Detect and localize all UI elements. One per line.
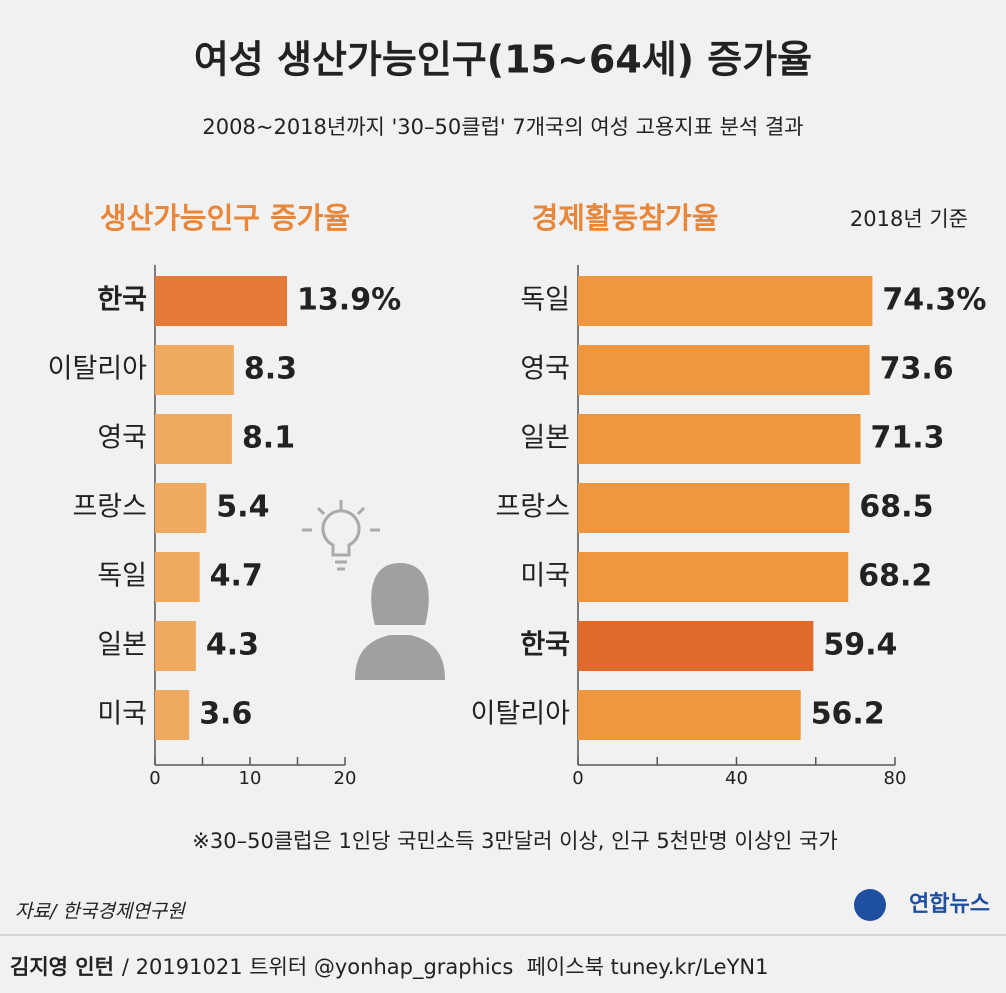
bar [155,483,207,533]
category-label: 미국 [97,699,147,730]
credit-info: / 20191021 트위터 @yonhap_graphics 페이스북 tun… [122,955,769,980]
category-label: 한국 [520,630,570,661]
value-label: 4.7 [210,559,263,594]
logo-mark [854,889,886,921]
bar [578,621,814,671]
x-tick-label: 0 [149,768,160,789]
credit-author: 김지영 인턴 [10,955,114,979]
bar [155,414,232,464]
footnote: ※30–50클럽은 1인당 국민소득 3만달러 이상, 인구 5천만명 이상인 … [192,829,837,853]
bar [155,276,288,326]
bar [155,690,190,740]
source: 자료/ 한국경제연구원 [15,901,186,923]
category-label: 일본 [520,423,570,454]
person-icon [355,563,445,680]
category-label: 이탈리아 [48,354,148,385]
value-label: 59.4 [823,628,897,663]
category-label: 영국 [97,423,147,454]
x-tick-label: 0 [572,768,583,789]
chart-note: 2018년 기준 [850,207,968,231]
title: 여성 생산가능인구(15~64세) 증가율 [194,38,812,82]
bar [578,345,870,395]
x-tick-label: 80 [884,768,907,789]
x-tick-label: 20 [334,768,357,789]
bar [578,276,873,326]
bar [578,483,850,533]
category-label: 한국 [97,285,147,316]
bar [155,345,234,395]
value-label: 74.3% [882,283,986,318]
lightbulb-icon [302,500,380,571]
value-label: 68.5 [859,490,933,525]
category-label: 독일 [520,285,570,316]
value-label: 3.6 [199,697,252,732]
value-label: 71.3 [871,421,945,456]
value-label: 56.2 [811,697,885,732]
category-label: 이탈리아 [471,699,571,730]
subtitle: 2008~2018년까지 '30–50클럽' 7개국의 여성 고용지표 분석 결… [202,115,803,139]
category-label: 미국 [520,561,570,592]
credit: 김지영 인턴 / 20191021 트위터 @yonhap_graphics 페이… [10,955,768,980]
value-label: 68.2 [858,559,932,594]
logo: 연합뉴스 [909,891,990,917]
bar [578,552,849,602]
bar [155,552,200,602]
category-label: 프랑스 [72,492,147,523]
value-label: 13.9% [297,283,401,318]
category-label: 독일 [97,561,147,592]
value-label: 5.4 [216,490,269,525]
x-tick-label: 10 [239,768,262,789]
bar [155,621,196,671]
x-tick-label: 40 [725,768,748,789]
value-label: 8.1 [242,421,295,456]
value-label: 4.3 [206,628,259,663]
category-label: 영국 [520,354,570,385]
value-label: 8.3 [244,352,297,387]
value-label: 73.6 [880,352,954,387]
chart-title: 생산가능인구 증가율 [100,201,350,235]
category-label: 일본 [97,630,147,661]
bar [578,414,861,464]
chart-title: 경제활동참가율 [532,201,719,235]
category-label: 프랑스 [495,492,570,523]
bar [578,690,801,740]
